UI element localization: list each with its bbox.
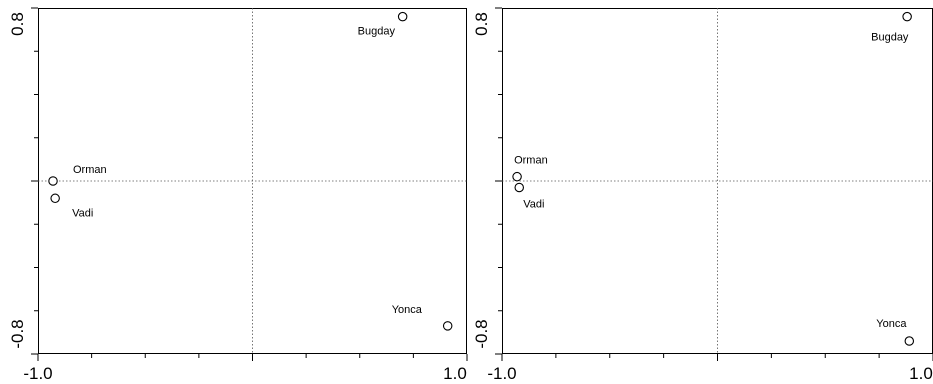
point-label-yonca: Yonca [392,304,423,316]
point-bugday [397,11,408,22]
y-tick-label-max: 0.8 [8,12,27,36]
x-tick-label-min: -1.0 [23,364,52,383]
plot-panel-1: -1.0 1.0 0.8 -0.8 Bugday Orman Vadi Yonca [8,7,468,383]
point-vadi [50,193,60,204]
y-tick-label-min: -0.8 [472,319,491,348]
point-vadi [514,182,524,193]
point-label-bugday: Bugday [871,32,909,44]
point-label-vadi: Vadi [523,198,544,210]
point-yonca [904,336,915,346]
point-label-vadi: Vadi [72,207,93,219]
point-orman [48,176,58,186]
x-tick-label-max: 1.0 [909,364,933,383]
y-tick-label-max: 0.8 [472,12,491,36]
y-tick-label-min: -0.8 [8,319,27,348]
point-label-yonca: Yonca [876,318,907,330]
x-tick-label-min: -1.0 [487,364,516,383]
plot-panel-2: -1.0 1.0 0.8 -0.8 Bugday Orman Vadi Yonca [472,7,933,383]
x-tick-label-max: 1.0 [443,364,467,383]
point-label-bugday: Bugday [358,26,396,38]
point-label-orman: Orman [514,155,548,167]
point-yonca [442,321,453,331]
point-label-orman: Orman [73,164,107,176]
point-bugday [902,11,912,22]
point-orman [512,171,522,182]
